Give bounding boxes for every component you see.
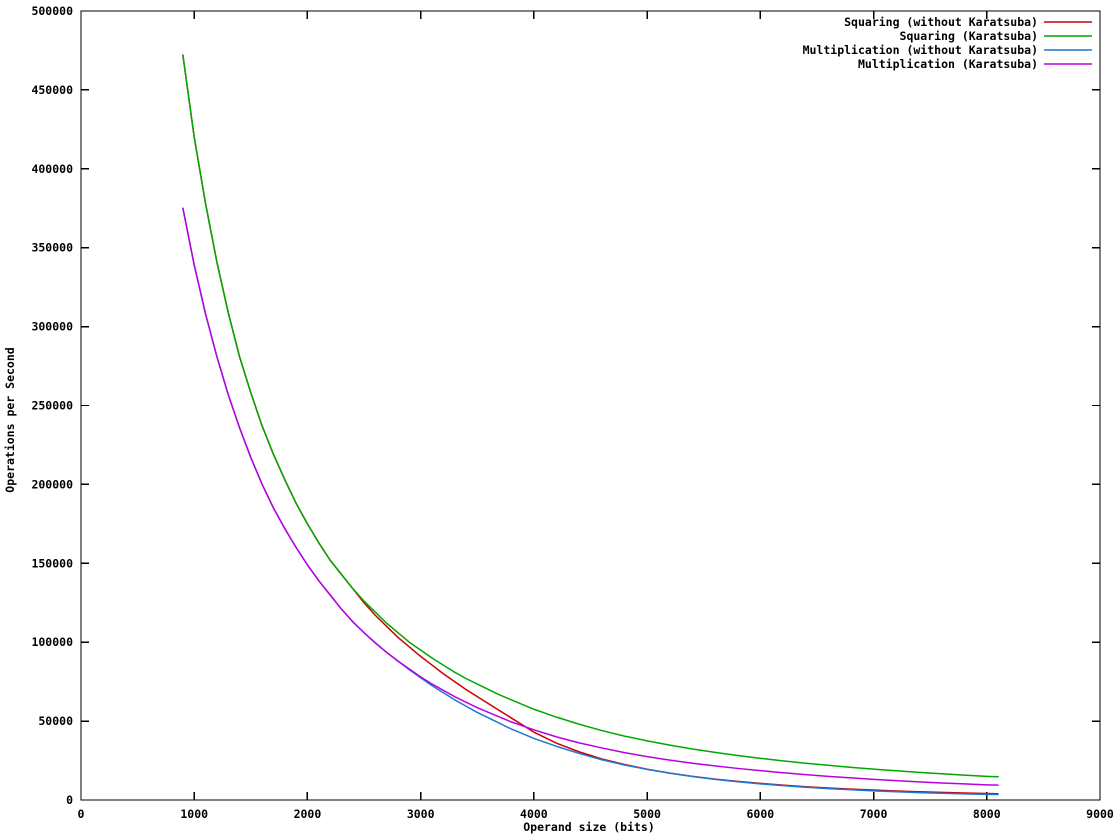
x-tick-label: 5000	[633, 807, 661, 821]
y-tick-label: 450000	[31, 83, 73, 97]
y-tick-label: 0	[66, 793, 73, 807]
y-tick-label: 50000	[38, 714, 73, 728]
x-tick-label: 3000	[407, 807, 435, 821]
y-tick-label: 350000	[31, 241, 73, 255]
y-tick-label: 400000	[31, 162, 73, 176]
y-tick-label: 150000	[31, 556, 73, 570]
y-tick-label: 250000	[31, 399, 73, 413]
chart-legend: Squaring (without Karatsuba)Squaring (Ka…	[803, 15, 1092, 71]
x-tick-label: 7000	[860, 807, 888, 821]
series-line	[182, 54, 999, 778]
legend-label: Squaring (Karatsuba)	[900, 29, 1038, 43]
x-tick-label: 1000	[180, 807, 208, 821]
x-tick-label: 8000	[973, 807, 1001, 821]
series-line	[182, 207, 999, 786]
legend-label: Multiplication (Karatsuba)	[858, 57, 1038, 71]
y-tick-label: 300000	[31, 320, 73, 334]
y-axis-label: Operations per Second	[3, 347, 17, 492]
plot-frame	[80, 10, 1101, 801]
legend-label: Squaring (without Karatsuba)	[844, 15, 1038, 29]
legend-label: Multiplication (without Karatsuba)	[803, 43, 1038, 57]
y-tick-label: 200000	[31, 477, 73, 491]
series-line	[182, 207, 999, 796]
y-tick-label: 500000	[31, 4, 73, 18]
series-line	[182, 54, 999, 795]
x-tick-label: 2000	[294, 807, 322, 821]
series-lines	[182, 54, 999, 796]
y-axis-ticks: 0 50000 100000 150000 200000 250000 300000 3500…	[31, 4, 1100, 807]
x-axis-label: Operand size (bits)	[523, 820, 655, 834]
y-tick-label: 100000	[31, 635, 73, 649]
x-tick-label: 6000	[746, 807, 774, 821]
x-tick-label: 9000	[1086, 807, 1114, 821]
x-axis-ticks: 0 1000 2000 3000 4000 5000 6000 7000 8000 9000	[78, 11, 1114, 821]
x-tick-label: 4000	[520, 807, 548, 821]
x-tick-label: 0	[78, 807, 85, 821]
